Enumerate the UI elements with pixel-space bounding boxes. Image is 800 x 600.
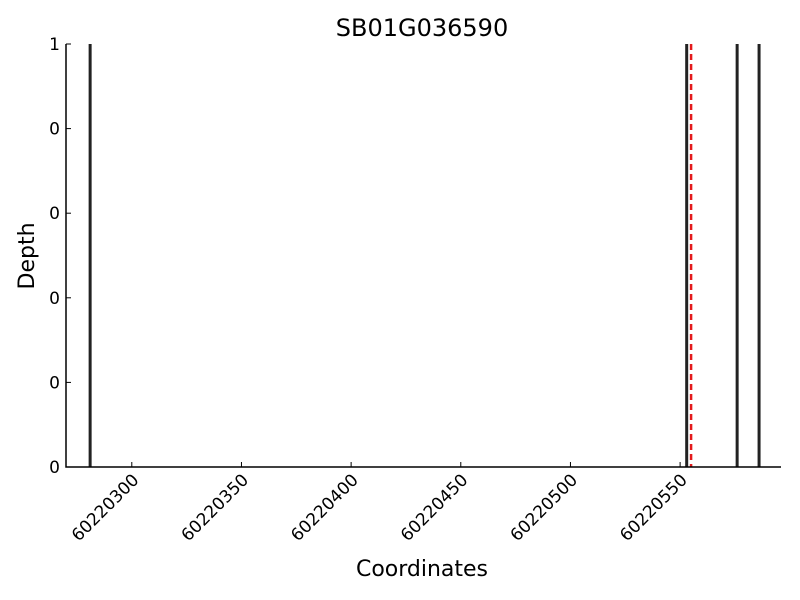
- x-tick-label: 60220450: [397, 470, 472, 545]
- x-axis-label: Coordinates: [356, 557, 488, 582]
- y-tick-label: 0: [49, 204, 60, 224]
- y-tick-label: 1: [49, 35, 60, 55]
- x-tick-label: 60220400: [287, 470, 362, 545]
- x-tick-label: 60220550: [616, 470, 691, 545]
- y-tick-label: 0: [49, 120, 60, 140]
- y-axis-label: Depth: [15, 222, 40, 289]
- x-tick-label: 60220500: [507, 470, 582, 545]
- y-tick-label: 0: [49, 373, 60, 393]
- y-tick-label: 0: [49, 289, 60, 309]
- axes: [65, 44, 781, 468]
- y-tick-label: 0: [49, 458, 60, 478]
- x-tick-label: 60220350: [178, 470, 253, 545]
- x-tick-label: 60220300: [68, 470, 143, 545]
- chart-title: SB01G036590: [336, 14, 508, 42]
